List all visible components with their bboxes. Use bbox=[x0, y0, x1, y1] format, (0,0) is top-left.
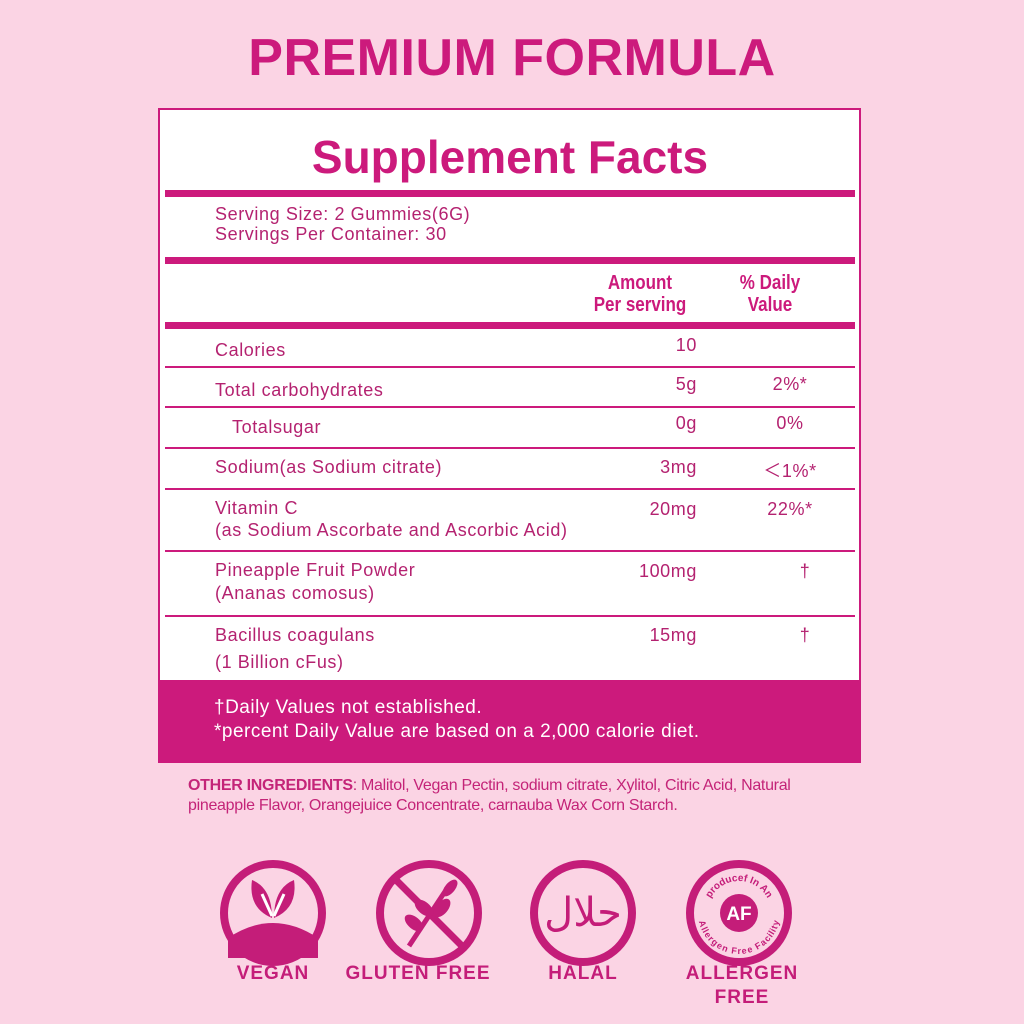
divider bbox=[165, 366, 855, 368]
nutrient-amount: 3mg bbox=[660, 457, 697, 477]
divider bbox=[165, 550, 855, 552]
footnotes: †Daily Values not established. *percent … bbox=[160, 680, 859, 763]
dv-header-line: Value bbox=[747, 294, 793, 316]
badge-label: VEGAN bbox=[236, 963, 310, 984]
allergen-free-icon: producef In An Allergen Free Facility AF bbox=[686, 860, 792, 966]
footnote-asterisk: *percent Daily Value are based on a 2,00… bbox=[214, 721, 700, 742]
badge-label: ALLERGEN FREE bbox=[685, 963, 799, 1008]
amount-header-line: Amount bbox=[607, 272, 673, 294]
nutrient-name: Sodium(as Sodium citrate) bbox=[215, 457, 443, 477]
divider bbox=[165, 488, 855, 490]
halal-icon: حلال bbox=[530, 860, 636, 966]
divider bbox=[165, 615, 855, 617]
supplement-facts-panel: Supplement Facts Serving Size: 2 Gummies… bbox=[158, 108, 861, 763]
nutrient-subname: (as Sodium Ascorbate and Ascorbic Acid) bbox=[215, 520, 568, 540]
nutrient-name: Vitamin C bbox=[215, 498, 299, 518]
seal-center: AF bbox=[726, 904, 751, 925]
nutrient-amount: 15mg bbox=[649, 625, 697, 645]
dv-header-line: % Daily bbox=[739, 272, 801, 294]
nutrient-name: Calories bbox=[215, 340, 286, 360]
divider bbox=[165, 257, 855, 264]
nutrient-name: Bacillus coagulans bbox=[215, 625, 375, 645]
badge-label: HALAL bbox=[548, 963, 618, 984]
nutrient-dv: † bbox=[799, 561, 811, 581]
nutrient-amount: 100mg bbox=[638, 561, 697, 581]
amount-header-line: Per serving bbox=[593, 294, 687, 316]
ingredients-label: OTHER INGREDIENTS bbox=[188, 777, 353, 794]
divider bbox=[165, 190, 855, 197]
badge-label: GLUTEN FREE bbox=[345, 963, 491, 984]
facts-title: Supplement Facts bbox=[311, 131, 709, 183]
nutrient-amount: 10 bbox=[675, 335, 697, 355]
nutrient-dv: 2%* bbox=[772, 374, 808, 394]
divider bbox=[165, 322, 855, 329]
nutrient-subname: (1 Billion cFus) bbox=[215, 652, 344, 672]
amount-header: Amount Per serving bbox=[585, 272, 696, 316]
nutrient-name: Pineapple Fruit Powder bbox=[215, 560, 416, 580]
divider bbox=[165, 447, 855, 449]
serving-size: Serving Size: 2 Gummies(6G) bbox=[215, 204, 471, 224]
nutrient-name: Totalsugar bbox=[232, 417, 322, 437]
nutrient-name: Total carbohydrates bbox=[215, 380, 384, 400]
nutrient-dv: † bbox=[799, 625, 811, 645]
page-title: PREMIUM FORMULA bbox=[248, 29, 776, 87]
ingredients-text: : Malitol, Vegan Pectin, sodium citrate,… bbox=[188, 777, 791, 814]
nutrient-dv: 0% bbox=[776, 413, 804, 433]
nutrient-amount: 0g bbox=[675, 413, 697, 433]
nutrient-amount: 20mg bbox=[649, 499, 697, 519]
nutrient-dv: ＜1%* bbox=[763, 461, 817, 481]
nutrient-amount: 5g bbox=[675, 374, 697, 394]
dv-header: % Daily Value bbox=[723, 272, 817, 316]
footnote-dagger: †Daily Values not established. bbox=[214, 697, 483, 718]
other-ingredients: OTHER INGREDIENTS: Malitol, Vegan Pectin… bbox=[188, 776, 828, 816]
gluten-free-icon bbox=[376, 860, 482, 966]
nutrient-dv: 22%* bbox=[767, 499, 813, 519]
nutrient-subname: (Ananas comosus) bbox=[215, 583, 375, 603]
divider bbox=[165, 406, 855, 408]
servings-per-container: Servings Per Container: 30 bbox=[215, 224, 447, 244]
vegan-leaf-icon bbox=[220, 860, 326, 966]
